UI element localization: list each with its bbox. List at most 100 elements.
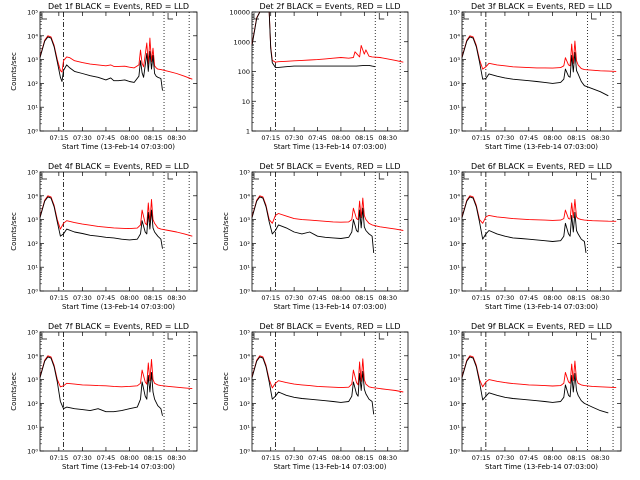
x-axis-label: Start Time (13-Feb-14 07:03:00) <box>62 463 175 471</box>
y-axis-label: Counts/sec <box>10 52 18 91</box>
x-tick-label: 07:45 <box>308 134 327 142</box>
corner-bracket-left <box>41 13 47 20</box>
panel-title: Det 9f BLACK = Events, RED = LLD <box>471 322 612 331</box>
y-tick-label: 10⁵ <box>27 169 38 177</box>
x-tick-label: 07:30 <box>496 294 515 302</box>
x-tick-label: 08:30 <box>167 134 186 142</box>
y-tick-label: 10³ <box>27 216 38 224</box>
panel-6: Det 6f BLACK = Events, RED = LLD 10⁰ 10¹ 10… <box>449 162 622 311</box>
x-tick-label: 08:15 <box>567 454 586 462</box>
y-tick-label: 10⁰ <box>27 128 38 136</box>
y-tick-label: 10² <box>27 240 38 248</box>
y-tick-label: 10¹ <box>449 424 460 432</box>
x-axis-label: Start Time (13-Feb-14 07:03:00) <box>62 143 175 151</box>
x-tick-label: 08:15 <box>144 454 163 462</box>
corner-bracket-left <box>463 173 469 180</box>
x-tick-label: 08:00 <box>332 294 351 302</box>
series-lld <box>251 355 404 393</box>
y-tick-label: 10⁴ <box>449 192 460 200</box>
series-events <box>251 11 376 68</box>
x-tick-label: 08:00 <box>120 134 139 142</box>
y-tick-label: 10³ <box>239 216 250 224</box>
x-tick-label: 07:45 <box>308 294 327 302</box>
y-tick-label: 10¹ <box>449 104 460 112</box>
y-tick-label: 10⁴ <box>27 32 38 40</box>
panel-title: Det 4f BLACK = Events, RED = LLD <box>48 162 189 171</box>
x-tick-label: 07:15 <box>261 294 280 302</box>
y-tick-label: 1000 <box>233 38 250 46</box>
corner-bracket-left <box>463 13 469 20</box>
panel-title: Det 6f BLACK = Events, RED = LLD <box>471 162 612 171</box>
y-tick-label: 100 <box>238 68 250 76</box>
y-tick-label: 10² <box>27 400 38 408</box>
y-tick-label: 10⁵ <box>449 329 460 337</box>
plot-frame <box>39 11 198 132</box>
y-tick-label: 10² <box>27 80 38 88</box>
x-tick-label: 07:15 <box>472 134 491 142</box>
series-events <box>39 196 163 249</box>
y-tick-label: 10⁵ <box>239 169 250 177</box>
corner-bracket-left <box>463 333 469 340</box>
panel-title: Det 8f BLACK = Events, RED = LLD <box>259 322 400 331</box>
y-tick-label: 10⁰ <box>27 448 38 456</box>
y-tick-label: 10² <box>239 400 250 408</box>
series-lld <box>39 195 193 237</box>
y-tick-label: 10⁵ <box>449 169 460 177</box>
x-tick-label: 07:15 <box>261 134 280 142</box>
panel-2: Det 2f BLACK = Events, RED = LLD 1 10 100 10… <box>229 2 409 151</box>
x-tick-label: 08:30 <box>167 454 186 462</box>
panel-8: Det 8f BLACK = Events, RED = LLD 10⁰ 10¹ 10… <box>222 322 409 471</box>
x-tick-label: 08:15 <box>355 454 374 462</box>
corner-bracket-left <box>41 173 47 180</box>
y-tick-label: 10² <box>449 80 460 88</box>
panel-title: Det 5f BLACK = Events, RED = LLD <box>259 162 400 171</box>
y-axis-label: Counts/sec <box>10 212 18 251</box>
corner-bracket-right <box>378 333 385 340</box>
x-tick-label: 08:30 <box>591 134 610 142</box>
x-tick-label: 07:45 <box>97 454 116 462</box>
plot-frame <box>461 11 622 132</box>
x-tick-label: 07:30 <box>496 134 515 142</box>
corner-bracket-right <box>591 333 597 340</box>
series-lld <box>461 35 617 72</box>
y-axis-label: Counts/sec <box>222 212 230 251</box>
y-tick-label: 10⁰ <box>449 128 460 136</box>
panel-1: Det 1f BLACK = Events, RED = LLD 10⁰ 10¹ 10… <box>10 2 198 151</box>
x-tick-label: 07:30 <box>73 294 92 302</box>
y-tick-label: 10⁵ <box>449 9 460 17</box>
series-lld <box>251 11 404 63</box>
plot-frame <box>39 171 198 292</box>
x-axis-label: Start Time (13-Feb-14 07:03:00) <box>273 303 386 311</box>
plot-frame <box>461 171 622 292</box>
corner-bracket-left <box>41 333 47 340</box>
panel-title: Det 7f BLACK = Events, RED = LLD <box>48 322 189 331</box>
x-tick-label: 07:30 <box>496 454 515 462</box>
series-lld <box>251 195 404 231</box>
x-tick-label: 08:15 <box>144 134 163 142</box>
y-tick-label: 10³ <box>27 376 38 384</box>
panel-3: Det 3f BLACK = Events, RED = LLD 10⁰ 10¹ 10… <box>449 2 622 151</box>
y-tick-label: 10¹ <box>239 264 250 272</box>
corner-bracket-left <box>253 13 259 20</box>
y-tick-label: 1 <box>246 128 250 136</box>
panel-title: Det 1f BLACK = Events, RED = LLD <box>48 2 189 11</box>
x-tick-label: 08:30 <box>378 294 397 302</box>
y-tick-label: 10² <box>449 240 460 248</box>
panel-7: Det 7f BLACK = Events, RED = LLD 10⁰ 10¹ 10… <box>10 322 198 471</box>
series-events <box>39 36 163 91</box>
corner-bracket-right <box>591 173 597 180</box>
x-tick-label: 08:00 <box>543 294 562 302</box>
y-tick-label: 10¹ <box>449 264 460 272</box>
x-tick-label: 07:45 <box>308 454 327 462</box>
x-axis-label: Start Time (13-Feb-14 07:03:00) <box>62 303 175 311</box>
series-lld <box>461 195 617 224</box>
series-lld <box>39 35 193 80</box>
panel-4: Det 4f BLACK = Events, RED = LLD 10⁰ 10¹ 10… <box>10 162 198 311</box>
y-tick-label: 10⁴ <box>449 352 460 360</box>
x-tick-label: 07:15 <box>472 294 491 302</box>
y-tick-label: 10⁰ <box>27 288 38 296</box>
y-axis-label: Counts/sec <box>10 372 18 411</box>
corner-bracket-right <box>167 333 174 340</box>
y-tick-label: 10⁵ <box>239 329 250 337</box>
